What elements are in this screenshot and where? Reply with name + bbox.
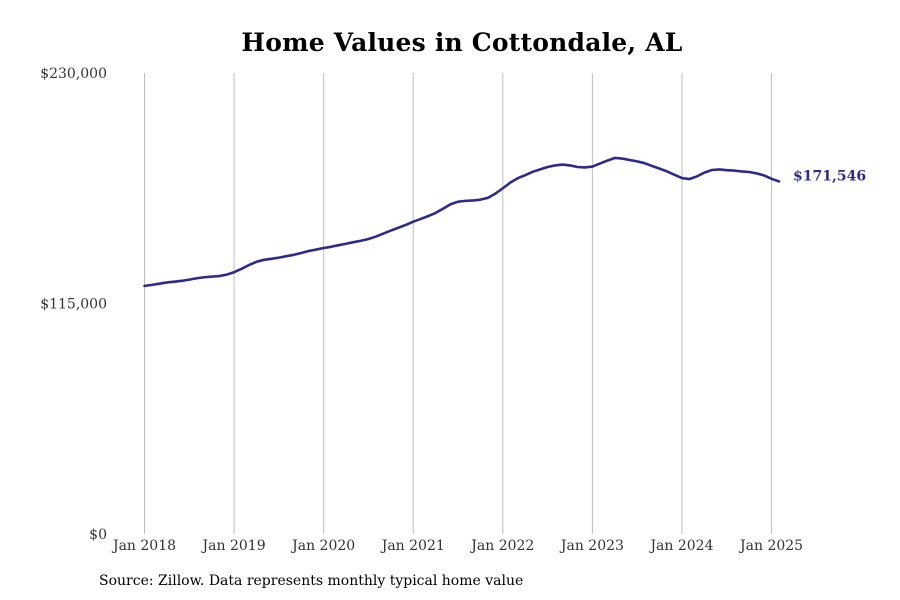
x-tick-label: Jan 2023 [559, 538, 624, 554]
annotations: $171,546 [793, 168, 866, 184]
x-tick-label: Jan 2020 [290, 538, 355, 554]
x-tick-label: Jan 2019 [201, 538, 266, 554]
gridlines [144, 73, 773, 534]
x-tick-label: Jan 2021 [380, 538, 445, 554]
chart-title: Home Values in Cottondale, AL [241, 28, 683, 57]
source-note: Source: Zillow. Data represents monthly … [99, 573, 524, 589]
y-tick-label: $115,000 [40, 297, 107, 313]
series-line [143, 156, 781, 288]
x-tick-label: Jan 2024 [648, 538, 713, 554]
x-tick-label: Jan 2022 [469, 538, 534, 554]
series [143, 156, 781, 288]
x-tick-label: Jan 2018 [111, 538, 176, 554]
end-value-label: $171,546 [793, 168, 866, 184]
y-axis-ticks: $0 $115,000 $230,000 [40, 66, 107, 543]
y-tick-label: $0 [89, 527, 107, 543]
x-axis-ticks: Jan 2018 Jan 2019 Jan 2020 Jan 2021 Jan 2022… [111, 538, 803, 554]
x-tick-label: Jan 2025 [738, 538, 803, 554]
y-tick-label: $230,000 [40, 66, 107, 82]
